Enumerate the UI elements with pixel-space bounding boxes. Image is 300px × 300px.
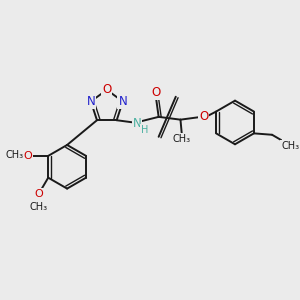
Text: O: O [34,189,43,199]
Text: CH₃: CH₃ [281,141,299,151]
Text: CH₃: CH₃ [30,202,48,212]
Text: H: H [141,125,148,135]
Text: O: O [102,83,112,96]
Text: CH₃: CH₃ [173,134,191,144]
Text: O: O [151,86,160,99]
Text: N: N [118,95,127,108]
Text: O: O [24,151,32,161]
Text: CH₃: CH₃ [5,150,23,160]
Text: O: O [199,110,208,123]
Text: N: N [133,116,141,130]
Text: N: N [86,95,95,108]
